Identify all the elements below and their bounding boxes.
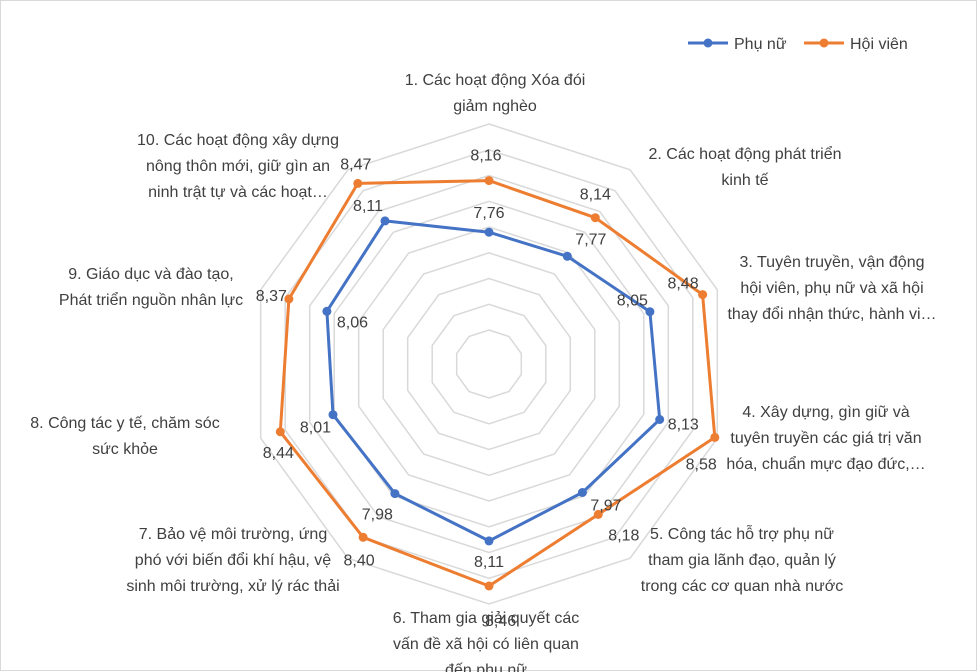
data-label-hoi-vien: 8,58: [686, 456, 717, 473]
category-label-6: 6. Tham gia giải quyết các vấn đề xã hội …: [393, 610, 579, 672]
data-label-phu-nu: 8,11: [353, 198, 383, 215]
grid-ring: [259, 123, 719, 605]
data-point-hoi-vien: [358, 532, 368, 542]
data-label-phu-nu: 8,05: [617, 293, 648, 310]
legend-marker-phu-nu: [703, 38, 713, 48]
category-label-5: 5. Công tác hỗ trợ phụ nữ tham gia lãnh đ…: [641, 524, 843, 595]
data-point-hoi-vien: [593, 509, 603, 519]
data-point-hoi-vien: [710, 432, 720, 442]
data-label-hoi-vien: 8,44: [263, 445, 294, 462]
category-label-1: 1. Các hoạt động Xóa đói giảm nghèo: [405, 72, 586, 115]
data-label-phu-nu: 8,01: [300, 420, 331, 437]
data-point-hoi-vien: [484, 176, 494, 186]
data-label-phu-nu: 7,77: [575, 231, 606, 248]
data-label-hoi-vien: 8,18: [608, 527, 639, 544]
category-label-3: 3. Tuyên truyền, vận động hội viên, phụ n…: [727, 254, 936, 323]
data-point-hoi-vien: [698, 290, 708, 300]
grid-ring: [308, 174, 670, 554]
grid-ring: [455, 329, 523, 399]
data-point-hoi-vien: [484, 581, 494, 591]
data-point-phu-nu: [484, 227, 494, 237]
data-point-phu-nu: [577, 488, 587, 497]
legend-marker-hoi-vien: [819, 38, 829, 48]
data-point-phu-nu: [562, 251, 572, 261]
data-point-hoi-vien: [275, 427, 285, 437]
data-point-phu-nu: [380, 216, 390, 226]
data-point-phu-nu: [645, 307, 655, 317]
data-label-phu-nu: 8,06: [337, 314, 368, 331]
grid-ring: [431, 303, 547, 425]
data-point-hoi-vien: [284, 294, 294, 304]
radar-series: [275, 176, 720, 591]
category-label-8: 8. Công tác y tế, chăm sóc sức khỏe: [30, 415, 219, 458]
category-label-10: 10. Các hoạt động xây dựng nông thôn mới,…: [137, 132, 339, 201]
data-labels: 7,76 7,77 8,05 8,13 7,97 8,11 7,98 8,01 8,06 8,11…: [256, 148, 717, 630]
data-point-phu-nu: [322, 306, 332, 316]
data-label-hoi-vien: 8,37: [256, 288, 287, 305]
data-label-phu-nu: 8,13: [668, 417, 699, 434]
category-labels: 1. Các hoạt động Xóa đói giảm nghèo 2. Các…: [30, 72, 936, 672]
grid-ring: [357, 226, 621, 502]
data-label-hoi-vien: 8,16: [470, 148, 501, 165]
grid-ring: [406, 277, 572, 451]
category-label-7: 7. Bảo vệ môi trường, ứng phó với biến đổ…: [126, 526, 339, 595]
data-label-phu-nu: 7,98: [362, 507, 393, 524]
legend-label-hoi-vien: Hội viên: [850, 36, 908, 53]
category-label-4: 4. Xây dựng, gìn giữ và tuyên truyền các …: [726, 404, 925, 473]
legend-item-hoi-vien: Hội viên: [804, 36, 908, 53]
data-label-hoi-vien: 8,46: [485, 613, 516, 630]
data-label-phu-nu: 7,97: [590, 498, 621, 515]
grid-ring: [382, 252, 596, 477]
data-point-phu-nu: [328, 410, 338, 420]
category-label-2: 2. Các hoạt động phát triển kinh tế: [648, 145, 841, 189]
data-point-hoi-vien: [590, 213, 600, 223]
data-label-hoi-vien: 8,40: [344, 552, 375, 569]
data-point-hoi-vien: [353, 178, 363, 188]
data-label-phu-nu: 8,11: [474, 554, 504, 571]
data-point-phu-nu: [484, 536, 494, 546]
data-point-phu-nu: [655, 415, 665, 424]
legend: Phụ nữ Hội viên: [688, 36, 908, 53]
category-label-9: 9. Giáo dục và đào tạo, Phát triển nguồn …: [59, 266, 243, 309]
series-line-phu-nu: [325, 219, 662, 543]
data-label-hoi-vien: 8,47: [340, 156, 371, 173]
data-label-hoi-vien: 8,48: [667, 276, 698, 293]
legend-item-phu-nu: Phụ nữ: [688, 36, 787, 53]
data-label-phu-nu: 7,76: [473, 205, 504, 222]
legend-label-phu-nu: Phụ nữ: [734, 36, 787, 53]
data-point-phu-nu: [390, 489, 400, 499]
data-label-hoi-vien: 8,14: [580, 187, 611, 204]
grid-ring: [333, 200, 645, 528]
radar-grid: [259, 123, 719, 605]
